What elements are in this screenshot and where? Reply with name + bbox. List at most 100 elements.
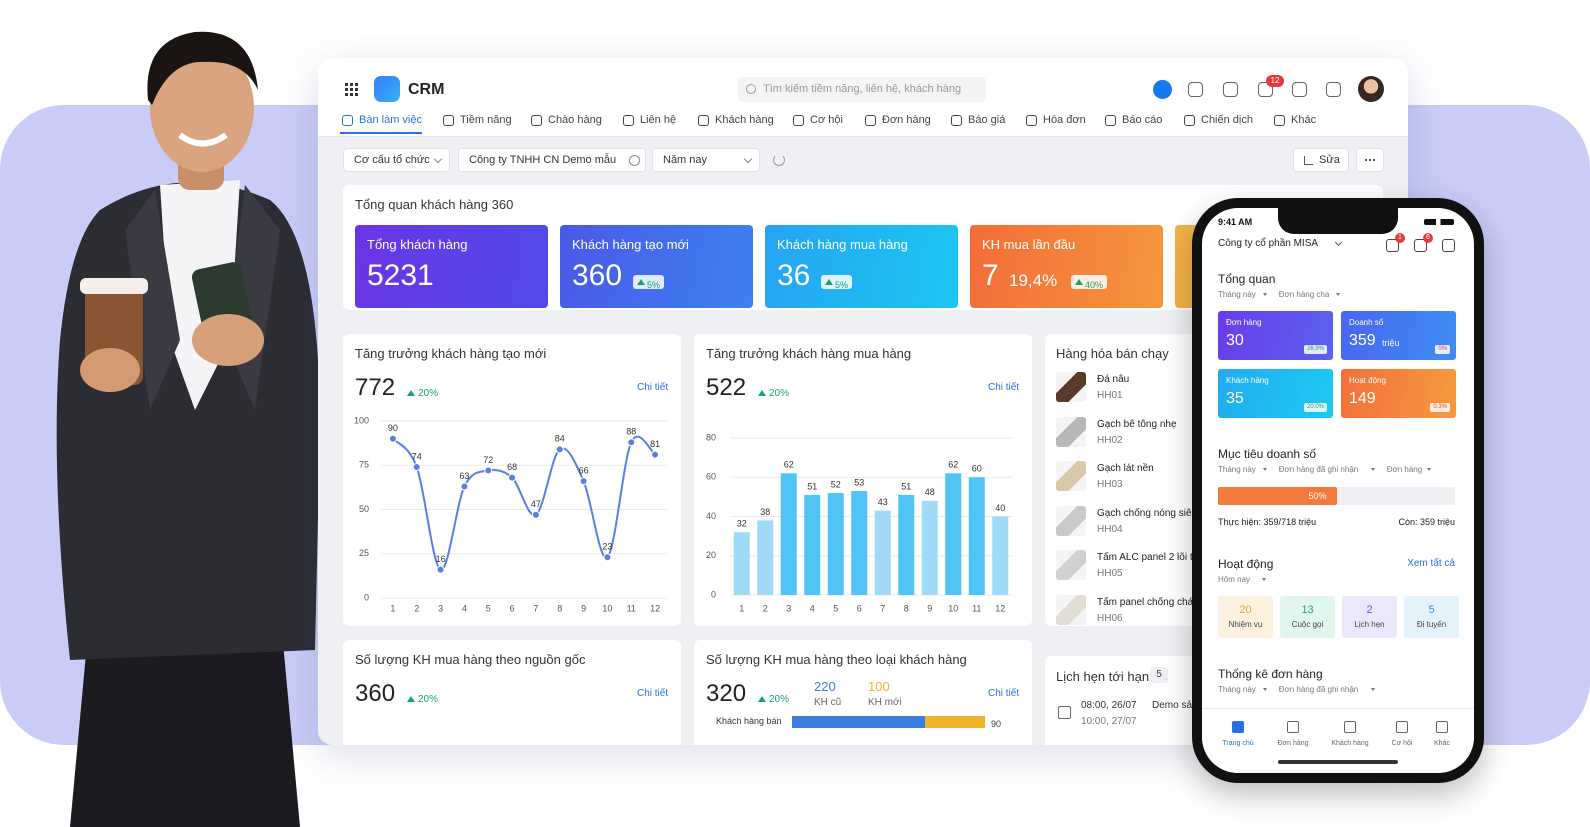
- tab-label[interactable]: Đơn hàng: [1277, 740, 1309, 747]
- logo: [374, 76, 400, 102]
- kpi-card: Tổng khách hàng 5231: [355, 225, 548, 308]
- y-tick-label: 0: [711, 589, 716, 599]
- tile-label: Lịch hẹn: [1354, 620, 1385, 629]
- nav-tab[interactable]: Chiến dịch: [1201, 114, 1253, 126]
- x-tick-label: 4: [462, 603, 467, 613]
- detail-link[interactable]: Chi tiết: [988, 382, 1020, 393]
- tile-value: 20: [1239, 604, 1252, 616]
- detail-link[interactable]: Chi tiết: [637, 688, 669, 699]
- detail-link[interactable]: Chi tiết: [988, 688, 1020, 699]
- nav-tab[interactable]: Cơ hội: [810, 114, 843, 126]
- x-tick-label: 2: [414, 603, 419, 613]
- y-tick-label: 40: [706, 511, 716, 521]
- nav-tab[interactable]: Tiềm năng: [460, 114, 512, 126]
- avatar: [1358, 76, 1384, 102]
- header-icon: [1442, 239, 1455, 252]
- dot: [1369, 159, 1371, 161]
- kpi-label: Khách hàng mua hàng: [777, 237, 908, 252]
- company-name: Công ty cổ phần MISA: [1218, 238, 1319, 249]
- nav-tab[interactable]: Báo cáo: [1122, 114, 1163, 126]
- kpi-card: KH mua lần đầu 7 19,4% 40%: [970, 225, 1163, 308]
- see-all-link[interactable]: Xem tất cả: [1407, 558, 1455, 569]
- kpi-change-badge: 40%: [1071, 275, 1108, 290]
- toolbar-icon: [1223, 82, 1238, 97]
- data-label: 43: [878, 497, 888, 507]
- filter-chip: Tháng này: [1218, 290, 1256, 299]
- nav-tab[interactable]: Khác: [1291, 114, 1317, 126]
- x-tick-label: 7: [533, 603, 538, 613]
- nav-tab[interactable]: Chào hàng: [548, 114, 602, 126]
- tab-label[interactable]: Khách hàng: [1331, 740, 1369, 747]
- edit-button[interactable]: Sửa: [1293, 148, 1349, 172]
- detail-link[interactable]: Chi tiết: [637, 382, 669, 393]
- up-arrow: [1075, 279, 1083, 285]
- x-tick-label: 1: [390, 603, 395, 613]
- filter-box[interactable]: Cơ cấu tổ chức: [343, 148, 450, 172]
- kpi-value: 7: [982, 259, 999, 292]
- product-thumb: [1056, 594, 1086, 625]
- data-point: [531, 510, 540, 519]
- data-label: 48: [925, 487, 935, 497]
- product-name: Tấm ALC panel 2 lõi t: [1097, 552, 1193, 563]
- status-time: 9:41 AM: [1218, 217, 1253, 227]
- appointment-name: Demo sả: [1152, 700, 1193, 711]
- bar: [757, 520, 774, 595]
- x-tick-label: 11: [627, 603, 636, 613]
- data-point: [484, 466, 493, 475]
- icon: [623, 115, 634, 126]
- card-title: Số lượng KH mua hàng theo loại khách hàn…: [706, 652, 967, 667]
- dot: [1373, 159, 1375, 161]
- chevron: [743, 154, 753, 164]
- data-label: 81: [650, 439, 660, 449]
- data-label: 51: [807, 481, 817, 491]
- data-label: 52: [831, 479, 841, 489]
- header-icon: [1414, 239, 1427, 252]
- card-title: Hàng hóa bán chạy: [1056, 346, 1169, 361]
- more-button[interactable]: [1356, 148, 1384, 172]
- data-label: 32: [737, 519, 747, 529]
- mobile-kpi-card: Đơn hàng 30 26,9%: [1218, 311, 1333, 360]
- y-tick-label: 100: [354, 415, 369, 425]
- filter-chip: Đơn hàng đã ghi nhận: [1278, 465, 1359, 474]
- data-point: [508, 473, 517, 482]
- x-tick-label: 8: [904, 603, 909, 613]
- bell-badge: 6: [1423, 233, 1433, 243]
- nav-tab-active[interactable]: Bàn làm việc: [359, 114, 422, 126]
- card-title: Tăng trưởng khách hàng mua hàng: [706, 346, 912, 361]
- person-photo: [56, 31, 321, 827]
- filter-chip: Đơn hàng đã ghi nhận: [1278, 685, 1359, 694]
- filter-box[interactable]: Năm nay: [652, 148, 760, 172]
- tab-icon: [1287, 721, 1299, 733]
- section-title: Hoạt động: [1218, 557, 1274, 571]
- mobile-kpi-value: 359: [1349, 332, 1376, 349]
- product-code: HH04: [1097, 523, 1123, 535]
- x-tick-label: 5: [833, 603, 838, 613]
- kpi-value: 36: [777, 259, 811, 292]
- cup-lid: [80, 278, 148, 294]
- nav-tab[interactable]: Báo giá: [968, 114, 1006, 126]
- product-name: Tấm panel chống chá: [1097, 596, 1194, 608]
- apps-dot: [345, 93, 348, 96]
- data-label: 66: [579, 466, 589, 476]
- x-tick-label: 6: [510, 603, 515, 613]
- appointment-end: 10:00, 27/07: [1081, 716, 1137, 727]
- icon: [443, 115, 454, 126]
- tile-value: 5: [1428, 604, 1435, 616]
- caret: [1336, 293, 1341, 296]
- tab-label[interactable]: Cơ hội: [1391, 740, 1413, 747]
- nav-tab[interactable]: Liên hệ: [640, 114, 677, 126]
- tab-icon: [1396, 721, 1408, 733]
- tab-label[interactable]: Khác: [1434, 740, 1450, 747]
- progress-bar: 50%: [1218, 487, 1337, 505]
- mobile-kpi-card: Doanh số 359 triệu 0%: [1341, 311, 1456, 360]
- x-tick-label: 4: [810, 603, 815, 613]
- product-thumb: [1056, 372, 1086, 402]
- nav-tab[interactable]: Khách hàng: [715, 114, 774, 126]
- tab-label[interactable]: Trang chủ: [1222, 740, 1254, 747]
- nav-tab[interactable]: Hóa đơn: [1043, 114, 1086, 126]
- filter-box[interactable]: Công ty TNHH CN Demo mẫu: [458, 148, 646, 172]
- target-done: Thực hiện: 359/718 triệu: [1218, 517, 1317, 527]
- nav-tab[interactable]: Đơn hàng: [882, 114, 931, 126]
- caret: [1370, 688, 1375, 691]
